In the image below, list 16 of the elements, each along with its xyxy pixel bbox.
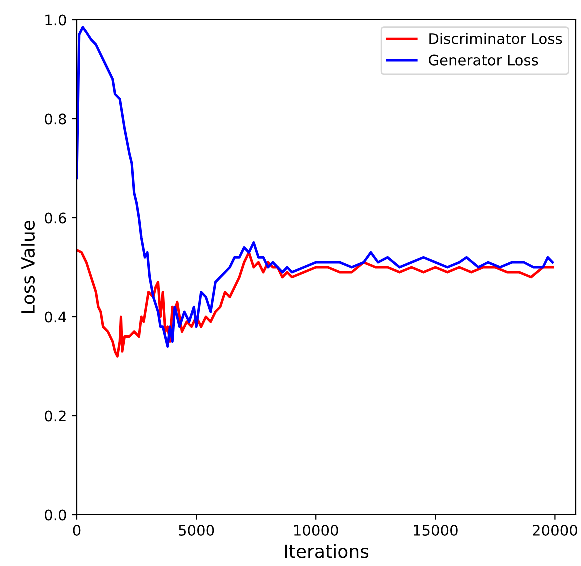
x-tick-label: 10000 [294,524,338,536]
y-tick-label: 0.8 [45,114,66,125]
legend-label: Discriminator Loss [430,33,562,44]
line-series [77,248,554,358]
y-tick-label: 0.2 [45,410,66,422]
y-tick-label: 0.6 [45,212,66,224]
y-tick-label: 0.0 [45,510,66,521]
y-tick-label: 1.0 [46,14,66,26]
y-axis-title: Loss Value [21,220,36,314]
x-tick-label: 5000 [179,524,214,536]
legend-label: Generator Loss [429,54,538,66]
x-tick-label: 0 [73,524,81,536]
x-axis-title: Iterations [285,544,369,558]
x-tick-label: 20000 [533,524,578,536]
y-tick-label: 0.4 [45,312,66,323]
x-tick-label: 15000 [414,524,458,536]
